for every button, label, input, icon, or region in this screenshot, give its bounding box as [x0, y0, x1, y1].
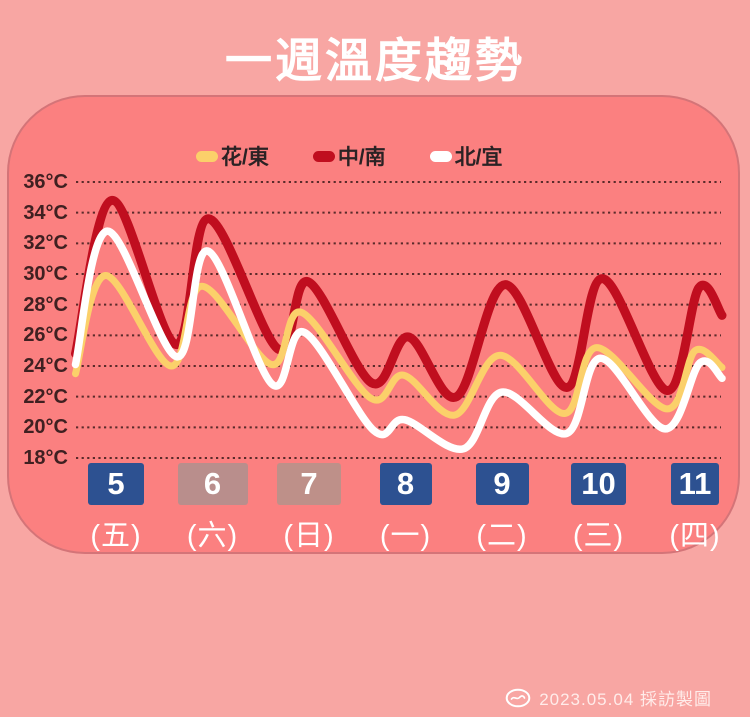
credit-text: 2023.05.04 採訪製圖	[539, 690, 712, 709]
page-title: 一週溫度趨勢	[225, 34, 525, 87]
legend-swatch-yellow-icon	[196, 150, 218, 162]
y-axis-label: 34°C	[23, 201, 68, 224]
legend-item-zhong-nan: 中/南	[312, 141, 386, 171]
weekday-label: (二)	[476, 520, 528, 552]
weekday-label: (三)	[572, 520, 625, 552]
y-axis-label: 20°C	[23, 416, 68, 439]
x-axis-day-11: 11 (四)	[647, 463, 743, 554]
date-box: 8	[379, 463, 432, 505]
x-axis: 5 (五) 6 (六) 7 (日) 8 (一) 9 (二) 10 (三) 11 …	[0, 463, 750, 553]
y-axis-label: 18°C	[23, 447, 68, 469]
y-axis-label: 32°C	[23, 232, 68, 255]
date-box: 11	[671, 463, 719, 505]
y-axis-label: 22°C	[23, 385, 68, 408]
legend-label: 中/南	[337, 146, 386, 169]
legend-swatch-white-icon	[429, 150, 452, 162]
weekday-label: (一)	[379, 520, 432, 552]
legend-label: 花/東	[221, 146, 269, 169]
y-axis-label: 30°C	[23, 263, 68, 285]
tv-station-logo-icon	[505, 688, 531, 707]
y-axis-label: 28°C	[23, 293, 68, 316]
weekday-label: (日)	[283, 520, 335, 552]
legend-item-bei-yi: 北/宜	[429, 141, 503, 171]
date-box: 7	[277, 463, 341, 505]
y-axis-label: 36°C	[23, 171, 68, 193]
x-axis-day-5: 5 (五)	[68, 463, 164, 554]
weekday-label: (四)	[669, 520, 721, 552]
date-box: 5	[88, 463, 144, 505]
legend-swatch-red-icon	[312, 150, 335, 162]
x-axis-day-7: 7 (日)	[261, 463, 357, 554]
weekday-label: (六)	[186, 520, 239, 552]
x-axis-day-6: 6 (六)	[165, 463, 261, 554]
date-box: 9	[475, 463, 529, 505]
weekday-label: (五)	[90, 520, 142, 552]
x-axis-day-10: 10 (三)	[551, 463, 647, 554]
date-box: 10	[571, 463, 626, 505]
legend-label: 北/宜	[454, 146, 503, 169]
x-axis-day-9: 9 (二)	[454, 463, 550, 554]
chart-legend: 花/東 中/南 北/宜	[196, 141, 503, 171]
date-box: 6	[177, 463, 248, 505]
y-axis-label: 24°C	[23, 355, 68, 377]
x-axis-day-8: 8 (一)	[358, 463, 454, 554]
footer-credit: 2023.05.04 採訪製圖	[505, 685, 712, 710]
legend-item-hua-dong: 花/東	[196, 141, 269, 171]
y-axis-label: 26°C	[23, 324, 68, 347]
